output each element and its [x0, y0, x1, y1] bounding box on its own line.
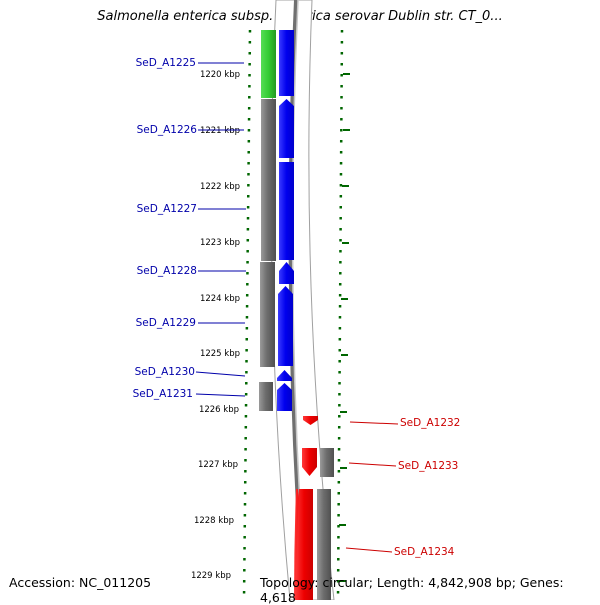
- genome-summary-text: Topology: circular; Length: 4,842,908 bp…: [260, 575, 564, 605]
- gene-a1234-cds-main[interactable]: [295, 489, 313, 600]
- gene-a1225-highlight[interactable]: [261, 30, 276, 98]
- gene-a1231-cds[interactable]: [277, 383, 292, 411]
- tick-label-1223: 1223 kbp: [200, 238, 240, 248]
- right-tick-marks: [339, 73, 350, 582]
- gene-a1229-cds[interactable]: [278, 286, 293, 366]
- grey-cds-a1226[interactable]: [261, 99, 276, 261]
- gene-a1227-cds[interactable]: [279, 162, 294, 260]
- tick-label-1220: 1220 kbp: [200, 70, 240, 80]
- gene-a1230-cds[interactable]: [277, 370, 292, 381]
- grey-cds-a1231[interactable]: [259, 382, 273, 411]
- gene-label-a1226[interactable]: SeD_A1226: [137, 124, 198, 136]
- tick-label-1221: 1221 kbp: [200, 126, 240, 136]
- gene-label-a1234[interactable]: SeD_A1234: [394, 546, 455, 558]
- forward-cds-track: [277, 30, 294, 411]
- tick-label-1224: 1224 kbp: [200, 294, 240, 304]
- forward-grey-track: [259, 99, 276, 411]
- gene-label-a1225[interactable]: SeD_A1225: [136, 57, 196, 69]
- gene-label-a1228[interactable]: SeD_A1228: [137, 265, 197, 277]
- tick-label-1225: 1225 kbp: [200, 349, 240, 359]
- gene-a1225-cds[interactable]: [279, 30, 294, 96]
- grey-cds-a1233[interactable]: [320, 448, 334, 477]
- left-gene-labels: SeD_A1225 SeD_A1226 SeD_A1227 SeD_A1228 …: [133, 57, 198, 400]
- right-gene-labels: SeD_A1232 SeD_A1233 SeD_A1234: [394, 417, 460, 558]
- gene-label-a1230[interactable]: SeD_A1230: [135, 366, 195, 378]
- tick-label-1227: 1227 kbp: [198, 460, 238, 470]
- grey-cds-a1234[interactable]: [317, 489, 331, 600]
- reverse-cds-track: [294, 416, 334, 600]
- tick-label-1229: 1229 kbp: [191, 571, 231, 581]
- grey-cds-a1228-a1229[interactable]: [260, 262, 275, 367]
- right-label-leaders: [345, 421, 399, 553]
- gene-a1232-cds[interactable]: [303, 416, 318, 425]
- tick-label-1226: 1226 kbp: [199, 405, 239, 415]
- gene-label-a1232[interactable]: SeD_A1232: [400, 417, 460, 429]
- gene-label-a1229[interactable]: SeD_A1229: [136, 317, 196, 329]
- tick-label-1222: 1222 kbp: [200, 182, 240, 192]
- gene-label-a1227[interactable]: SeD_A1227: [137, 203, 197, 215]
- tick-label-1228: 1228 kbp: [194, 516, 234, 526]
- gene-a1233-cds[interactable]: [302, 448, 317, 476]
- gene-a1226-cds[interactable]: [279, 99, 294, 158]
- accession-text: Accession: NC_011205: [9, 575, 152, 590]
- left-dotted-boundary: [242, 29, 252, 600]
- tick-labels: 1220 kbp 1221 kbp 1222 kbp 1223 kbp 1224…: [191, 70, 240, 581]
- gene-label-a1231[interactable]: SeD_A1231: [133, 388, 193, 400]
- gene-a1228-cds[interactable]: [279, 262, 294, 284]
- gene-label-a1233[interactable]: SeD_A1233: [398, 460, 458, 472]
- right-dotted-boundary: [336, 29, 344, 600]
- left-label-leaders: [195, 62, 246, 397]
